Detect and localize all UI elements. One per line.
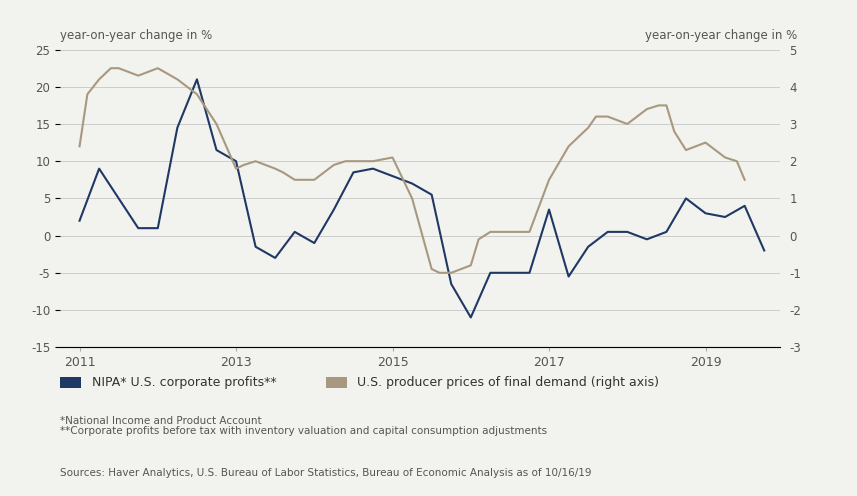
Text: year-on-year change in %: year-on-year change in % (60, 29, 213, 42)
Text: U.S. producer prices of final demand (right axis): U.S. producer prices of final demand (ri… (357, 376, 659, 389)
Text: **Corporate profits before tax with inventory valuation and capital consumption : **Corporate profits before tax with inve… (60, 426, 547, 436)
Text: year-on-year change in %: year-on-year change in % (644, 29, 797, 42)
Text: NIPA* U.S. corporate profits**: NIPA* U.S. corporate profits** (92, 376, 276, 389)
Text: *National Income and Product Account: *National Income and Product Account (60, 416, 261, 426)
Text: Sources: Haver Analytics, U.S. Bureau of Labor Statistics, Bureau of Economic An: Sources: Haver Analytics, U.S. Bureau of… (60, 468, 591, 478)
